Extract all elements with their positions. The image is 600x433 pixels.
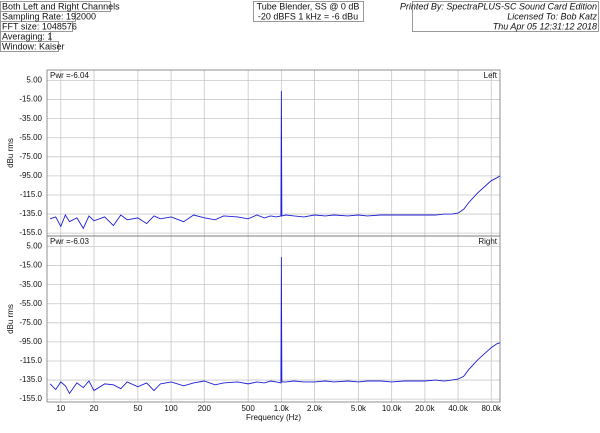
header-left: Both Left and Right Channels — [2, 1, 120, 11]
y-tick-label: -115.0 — [20, 356, 43, 365]
y-tick-label: -15.00 — [19, 95, 42, 104]
y-tick-label: -15.00 — [19, 261, 42, 270]
header-box — [412, 1, 599, 32]
y-tick-label: -135.0 — [19, 209, 42, 218]
y-tick-label: -155.0 — [19, 394, 42, 403]
header-boxes — [0, 1, 599, 52]
spectrum-line — [49, 90, 501, 230]
header-right: Printed By: SpectraPLUS-SC Sound Card Ed… — [400, 1, 597, 11]
spectrum-line — [49, 256, 501, 395]
header-left: Window: Kaiser — [2, 41, 65, 51]
channel-label: Left — [484, 71, 498, 80]
y-tick-label: -75.00 — [19, 152, 42, 161]
y-axis-label: dBu rms — [6, 304, 15, 334]
header-right: Licensed To: Bob Katz — [507, 11, 597, 21]
header-right: Thu Apr 05 12:31:12 2018 — [493, 21, 597, 31]
y-tick-label: -135.0 — [19, 375, 42, 384]
header-box — [253, 1, 364, 22]
power-annotation: Pwr =-6.04 — [50, 71, 89, 80]
y-tick-label: -115.0 — [20, 190, 43, 199]
header-box — [0, 41, 59, 52]
x-tick-label: 2.0k — [307, 404, 323, 413]
y-tick-label: -95.00 — [19, 337, 42, 346]
header-center: Tube Blender, SS @ 0 dB — [257, 1, 360, 11]
x-tick-label: 50 — [133, 404, 142, 413]
y-tick-label: -75.00 — [19, 318, 42, 327]
header-center: -20 dBFS 1 kHz = -6 dBu — [258, 11, 358, 21]
x-tick-label: 10.0k — [382, 404, 403, 413]
y-tick-label: -155.0 — [19, 228, 42, 237]
y-tick-label: -95.00 — [19, 171, 42, 180]
header-left: FFT size: 1048576 — [2, 21, 77, 31]
x-tick-label: 40.0k — [448, 404, 469, 413]
power-annotation: Pwr =-6.03 — [50, 237, 89, 246]
channel-label: Right — [478, 237, 497, 246]
y-tick-label: -35.00 — [19, 114, 42, 123]
x-tick-label: 80.0k — [481, 404, 502, 413]
y-tick-label: 5.00 — [26, 76, 42, 85]
header-left: Sampling Rate: 192000 — [2, 11, 96, 21]
x-tick-label: 100 — [164, 404, 178, 413]
x-tick-label: 5.0k — [351, 404, 367, 413]
x-axis-label: Frequency (Hz) — [246, 413, 301, 422]
x-tick-label: 1.0k — [274, 404, 290, 413]
y-tick-label: -55.00 — [19, 299, 42, 308]
y-tick-label: 5.00 — [26, 242, 42, 251]
x-tick-label: 500 — [241, 404, 255, 413]
x-tick-label: 20 — [90, 404, 99, 413]
y-axis-label: dBu rms — [6, 138, 15, 168]
y-tick-label: -55.00 — [19, 133, 42, 142]
y-tick-label: -35.00 — [19, 280, 42, 289]
plot-frame — [46, 235, 501, 403]
x-tick-label: 20.0k — [415, 404, 436, 413]
x-tick-label: 10 — [56, 404, 65, 413]
header-left: Averaging: 1 — [2, 31, 52, 41]
x-tick-label: 200 — [198, 404, 212, 413]
